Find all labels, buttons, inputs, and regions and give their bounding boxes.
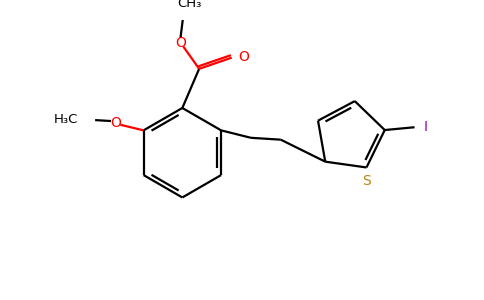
Text: O: O <box>175 36 186 50</box>
Text: H₃C: H₃C <box>54 113 78 126</box>
Text: O: O <box>110 116 121 130</box>
Text: S: S <box>362 174 371 188</box>
Text: O: O <box>238 50 249 64</box>
Text: CH₃: CH₃ <box>178 0 202 10</box>
Text: I: I <box>424 120 428 134</box>
